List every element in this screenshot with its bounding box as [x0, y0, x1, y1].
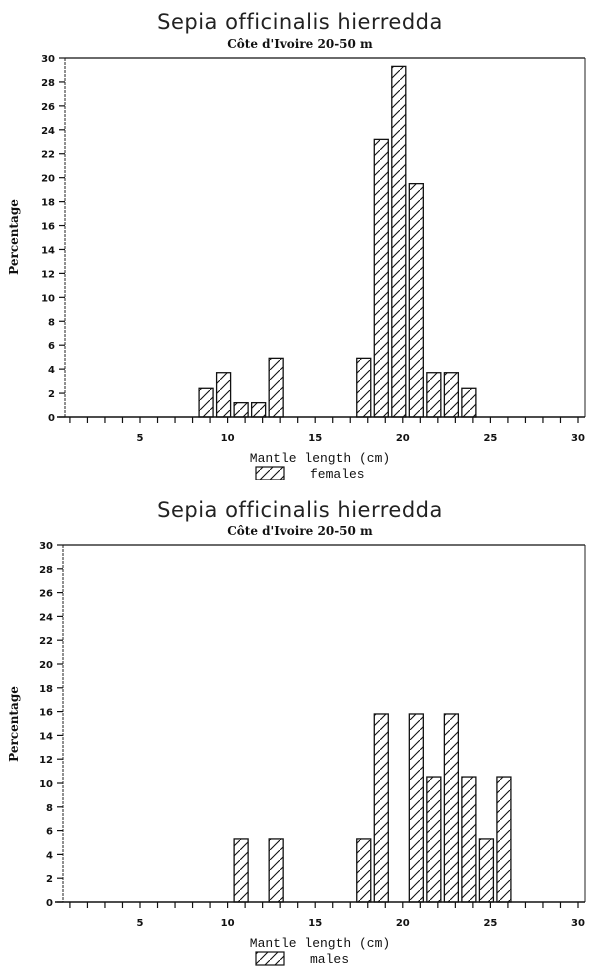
y-tick-label: 30: [39, 541, 53, 552]
x-axis-label: Mantle length (cm): [250, 936, 390, 951]
chart-subtitle: Côte d'Ivoire 20-50 m: [227, 37, 373, 51]
bar-males-18cm: [356, 838, 372, 903]
bar-females-10cm: [215, 372, 232, 418]
y-axis-label: Percentage: [7, 686, 21, 762]
chart-females: Sepia officinalis hierredda Côte d'Ivoir…: [0, 0, 600, 480]
y-tick-label: 22: [41, 150, 55, 161]
y-tick-label: 24: [41, 126, 55, 137]
bar-females-22cm: [426, 372, 442, 418]
x-tick-label: 20: [396, 433, 410, 444]
y-tick-label: 2: [48, 389, 55, 400]
y-tick-label: 28: [39, 565, 53, 576]
y-tick-label: 14: [41, 245, 55, 256]
bar-females-19cm: [373, 138, 389, 418]
y-tick-label: 24: [39, 612, 53, 623]
x-tick-label: 25: [483, 433, 497, 444]
y-tick-label: 6: [48, 341, 55, 352]
y-tick-label: 0: [48, 413, 55, 424]
bar-females-20cm: [391, 65, 407, 418]
y-tick-label: 20: [39, 660, 53, 671]
bar-females-18cm: [356, 357, 372, 418]
x-tick-label: 5: [137, 918, 144, 929]
bar-females-24cm: [461, 387, 477, 418]
bar-females-11cm: [233, 401, 249, 418]
y-tick-label: 10: [41, 293, 55, 304]
bar-females-13cm: [268, 357, 284, 418]
bar-males-11cm: [233, 838, 249, 903]
y-tick-label: 26: [39, 589, 53, 600]
y-tick-label: 10: [39, 779, 53, 790]
x-tick-label: 5: [137, 433, 144, 444]
bar-females-21cm: [408, 182, 424, 418]
legend-label: males: [310, 952, 349, 967]
y-axis-label: Percentage: [7, 199, 21, 275]
y-tick-label: 30: [41, 54, 55, 65]
y-tick-label: 6: [46, 827, 53, 838]
y-tick-label: 18: [41, 198, 55, 209]
y-tick-label: 4: [48, 365, 55, 376]
y-tick-label: 18: [39, 684, 53, 695]
bar-males-19cm: [373, 713, 389, 903]
y-tick-label: 4: [46, 850, 53, 861]
y-tick-label: 0: [46, 898, 53, 909]
legend-swatch: [255, 466, 285, 480]
legend-swatch: [255, 951, 285, 966]
y-tick-label: 26: [41, 102, 55, 113]
bar-males-26cm: [496, 776, 512, 903]
chart-title: Sepia officinalis hierredda: [157, 10, 443, 34]
y-tick-label: 12: [39, 755, 53, 766]
y-tick-label: 16: [39, 708, 53, 719]
bar-males-23cm: [443, 713, 460, 903]
x-tick-label: 15: [308, 433, 322, 444]
x-axis-label: Mantle length (cm): [250, 451, 390, 466]
chart-title: Sepia officinalis hierredda: [157, 498, 443, 522]
y-tick-label: 16: [41, 222, 55, 233]
bar-males-24cm: [461, 776, 477, 903]
x-tick-label: 20: [396, 918, 410, 929]
x-tick-label: 15: [308, 918, 322, 929]
y-tick-label: 8: [46, 803, 53, 814]
bar-males-22cm: [426, 776, 442, 903]
bar-males-13cm: [268, 838, 284, 903]
chart-subtitle: Côte d'Ivoire 20-50 m: [227, 524, 373, 538]
y-tick-label: 12: [41, 269, 55, 280]
y-tick-label: 14: [39, 731, 53, 742]
y-tick-label: 22: [39, 636, 53, 647]
y-tick-label: 2: [46, 874, 53, 885]
bar-males-21cm: [408, 713, 424, 903]
x-tick-label: 30: [571, 433, 585, 444]
y-tick-label: 20: [41, 174, 55, 185]
x-tick-label: 10: [221, 918, 235, 929]
bar-females-12cm: [250, 401, 267, 418]
bar-females-23cm: [443, 372, 460, 418]
bar-males-25cm: [478, 838, 495, 903]
legend-label: females: [310, 467, 365, 480]
x-tick-label: 30: [571, 918, 585, 929]
y-tick-label: 8: [48, 317, 55, 328]
x-tick-label: 10: [221, 433, 235, 444]
x-tick-label: 25: [483, 918, 497, 929]
bar-females-9cm: [198, 387, 214, 418]
y-tick-label: 28: [41, 78, 55, 89]
